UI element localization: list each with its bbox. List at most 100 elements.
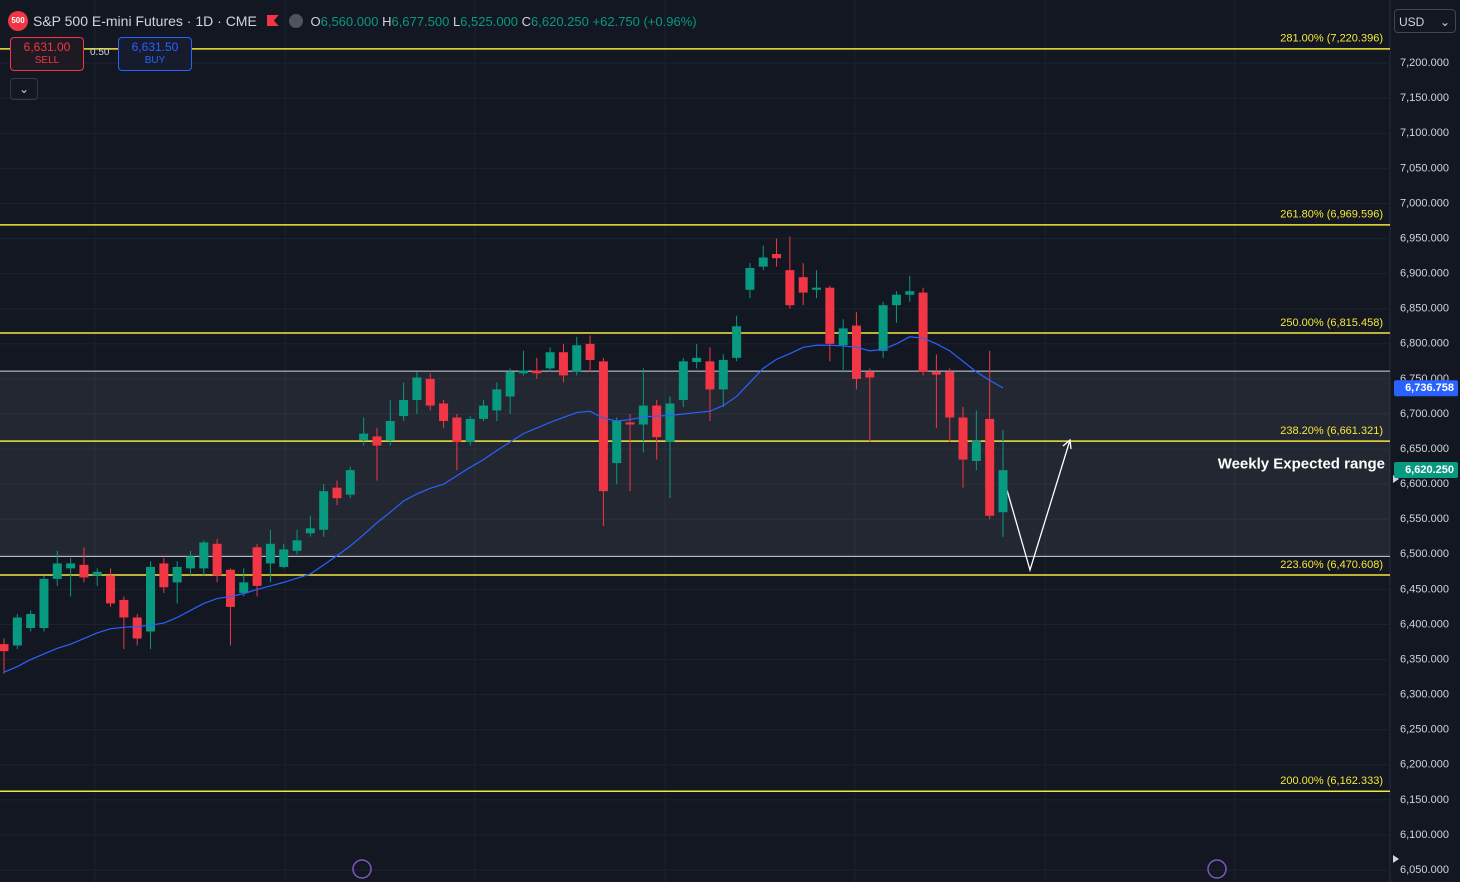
y-tick-label: 6,950.000 [1400,232,1449,244]
y-tick-label: 7,150.000 [1400,92,1449,104]
candle-body [958,417,968,460]
buy-price: 6,631.50 [131,40,179,54]
hide-button[interactable] [288,14,303,28]
candle-body [652,405,662,438]
low: 6,525.000 [460,14,519,29]
c-label: C [521,14,532,29]
event-icon[interactable] [352,859,372,879]
candle-body [119,599,129,618]
y-tick-label: 6,250.000 [1400,724,1449,736]
candle-body [185,556,195,569]
y-tick-label: 7,100.000 [1400,127,1449,139]
y-tick-label: 6,450.000 [1400,583,1449,595]
candle-body [638,405,648,425]
candle-body [532,370,542,374]
y-tick-label: 6,100.000 [1400,829,1449,841]
candle-body [359,433,369,440]
y-tick-label: 6,550.000 [1400,513,1449,525]
range-band [0,371,1390,557]
candle-body [0,644,9,652]
candle-body [665,403,675,443]
candle-body [705,361,715,390]
collapse-button[interactable]: ⌄ [10,78,38,100]
candle-body [146,566,156,632]
candle-body [199,542,209,569]
candle-body [745,268,755,290]
candle-body [732,326,742,358]
y-tick-label: 7,050.000 [1400,162,1449,174]
candle-body [385,421,395,441]
currency-select[interactable]: USD ⌄ [1394,9,1456,33]
price-tag-label: 6,620.250 [1405,464,1454,476]
fib-label: 261.80% (6,969.596) [1280,209,1383,221]
y-tick-label: 6,600.000 [1400,478,1449,490]
y-tick-label: 6,150.000 [1400,794,1449,806]
flag[interactable] [266,15,279,26]
candle-body [878,305,888,351]
candle-body [52,563,62,579]
header: S&P 500 E-mini Futures · 1D · CME O6,560… [33,13,697,29]
candle-body [692,357,702,363]
fib-label: 250.00% (6,815.458) [1280,317,1383,329]
candle-body [225,569,235,607]
buy-button[interactable]: 6,631.50 BUY [118,37,192,71]
candle-body [825,287,835,344]
candle-body [998,470,1008,513]
candle-body [412,377,422,400]
candle-body [918,292,928,372]
candle-body [718,359,728,390]
candle-body [66,563,76,569]
candle-body [305,528,315,534]
candle-body [851,325,861,379]
sell-price: 6,631.00 [23,40,71,54]
candle-body [279,549,289,567]
price-tag-label: 6,736.758 [1405,382,1454,394]
y-tick-label: 6,500.000 [1400,548,1449,560]
y-tick-label: 6,700.000 [1400,408,1449,420]
candle-body [439,403,449,422]
candle-body [492,389,502,411]
candle-body [252,547,262,586]
open: 6,560.000 [320,14,379,29]
buy-label: BUY [144,55,166,66]
candle-body [572,345,582,372]
h-label: H [382,14,392,29]
y-tick-label: 6,900.000 [1400,268,1449,280]
event-icon[interactable] [1207,859,1227,879]
y-tick-label: 6,650.000 [1400,443,1449,455]
spread: 0.50 [90,47,110,58]
y-tick-label: 6,300.000 [1400,689,1449,701]
candle-body [79,564,89,578]
price-tag [1394,380,1458,397]
candle-body [971,440,981,461]
candle-body [332,487,342,499]
candle-body [625,422,635,425]
candle-body [319,491,329,530]
currency: USD [1399,15,1425,29]
candle-body [772,254,782,259]
y-tick-label: 6,050.000 [1400,864,1449,876]
candle-body [905,291,915,295]
sell-label: SELL [34,55,60,66]
l-label: L [452,14,461,29]
candle-body [812,287,822,290]
candle-body [505,371,515,397]
candle-body [265,543,275,564]
sell-button[interactable]: 6,631.00 SELL [10,37,84,71]
candle-body [345,470,355,495]
y-tick-label: 6,850.000 [1400,303,1449,315]
candle-body [891,294,901,306]
high: 6,677.500 [391,14,450,29]
candle-body [212,543,222,576]
range-annotation: Weekly Expected range [1218,455,1385,472]
candle-body [585,343,595,360]
y-tick-label: 7,000.000 [1400,197,1449,209]
candle-body [399,399,409,417]
projection-arrow [1004,439,1071,573]
close: 6,620.250 [531,14,589,29]
candle-body [12,617,22,646]
candle-body [372,436,382,446]
o-label: O [310,14,321,29]
candle-body [678,361,688,400]
